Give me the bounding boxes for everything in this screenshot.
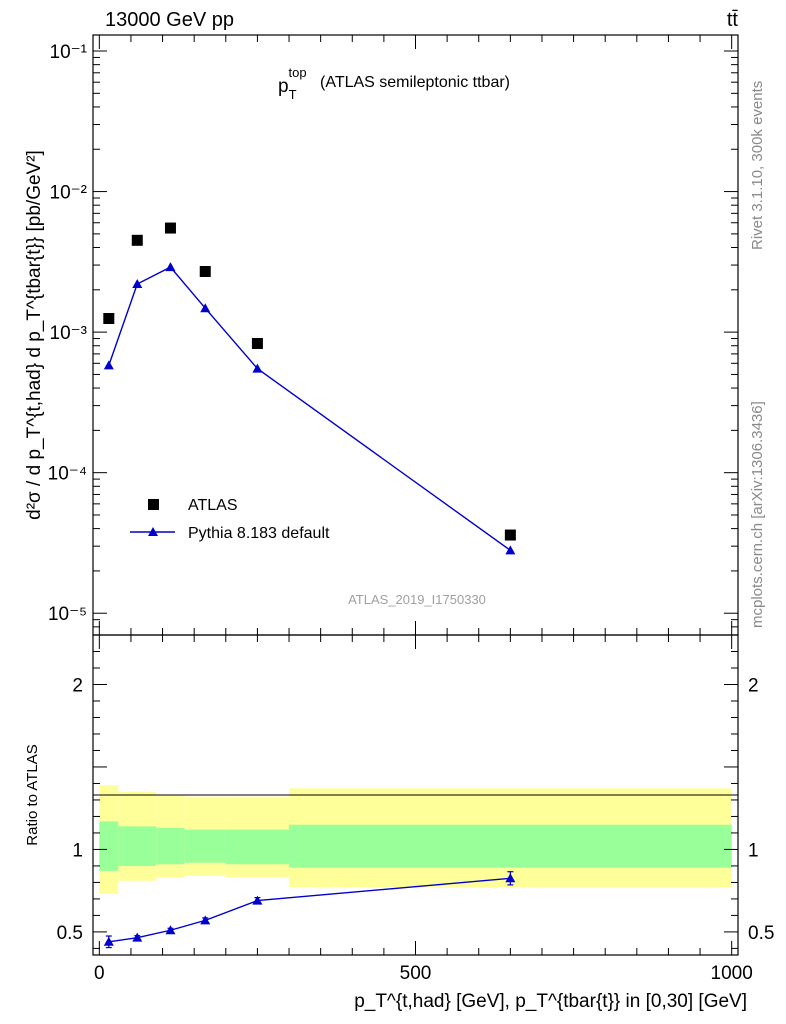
ratio-y-tick-label-right: 1 <box>748 840 759 861</box>
ratio-y-tick-label: 1 <box>72 840 83 861</box>
plot-title-text: (ATLAS semileptonic ttbar) <box>320 74 510 91</box>
rivet-version-label: Rivet 3.1.10, 300k events <box>749 81 766 250</box>
atlas-point <box>251 337 263 349</box>
plot-title-var: p <box>278 76 289 97</box>
legend-pythia-label: Pythia 8.183 default <box>188 525 330 542</box>
y-axis-label: d²σ / d p_T^{t,had} d p_T^{tbar{t}} [pb/… <box>24 150 45 520</box>
ratio-panel-frame <box>92 634 739 956</box>
mcplots-label: mcplots.cern.ch [arXiv:1306.3436] <box>749 401 766 628</box>
plot-title-var-sup: top <box>289 65 307 80</box>
energy-label: 13000 GeV pp <box>105 9 234 31</box>
upper-axis-ticks: 10⁻¹ 10⁻² 10⁻³ 10⁻⁴ 10⁻⁵ <box>48 35 738 636</box>
y-tick-label: 10⁻⁴ <box>48 464 87 485</box>
legend-pythia-marker <box>148 527 158 536</box>
lower-axis-ticks: 0 500 1000 0.5 0.5 1 1 2 2 <box>57 635 774 984</box>
ratio-y-axis-label: Ratio to ATLAS <box>24 744 41 845</box>
atlas-point <box>103 313 115 325</box>
uncertainty-bands <box>99 785 732 894</box>
green-band <box>289 824 732 868</box>
ratio-point <box>103 936 114 946</box>
green-band <box>156 827 185 865</box>
ratio-point <box>132 932 143 942</box>
x-tick-label: 0 <box>94 963 105 984</box>
ratio-y-tick-label: 2 <box>72 675 83 696</box>
green-band <box>184 829 226 863</box>
ratio-y-tick-label-right: 2 <box>748 675 759 696</box>
y-tick-label: 10⁻¹ <box>50 42 88 63</box>
main-panel: 10⁻¹ 10⁻² 10⁻³ 10⁻⁴ 10⁻⁵ pTtop (ATLAS semile… <box>24 34 739 636</box>
pythia-point <box>200 303 211 313</box>
ratio-point <box>165 925 176 935</box>
pythia-point <box>252 363 263 373</box>
pythia-point <box>103 360 114 370</box>
green-band <box>225 829 290 865</box>
x-tick-label: 500 <box>400 963 432 984</box>
x-tick-label: 1000 <box>711 963 753 984</box>
y-tick-label: 10⁻⁵ <box>48 604 87 625</box>
plot-title: pTtop <box>278 65 307 102</box>
green-band <box>99 821 119 871</box>
y-tick-label: 10⁻³ <box>50 323 88 344</box>
atlas-point <box>504 529 516 541</box>
ratio-point <box>252 895 263 905</box>
ratio-y-tick-label: 0.5 <box>57 923 83 944</box>
ratio-point <box>505 873 516 883</box>
plot-title-var-sub: T <box>289 87 297 102</box>
process-label: tt̄ <box>727 9 739 31</box>
ratio-point <box>200 915 211 925</box>
main-panel-frame <box>92 34 739 636</box>
legend: ATLAS Pythia 8.183 default <box>130 497 330 542</box>
analysis-id-label: ATLAS_2019_I1750330 <box>348 592 486 607</box>
pythia-line <box>108 266 511 551</box>
legend-atlas-label: ATLAS <box>188 497 238 514</box>
pythia-point <box>132 278 143 288</box>
atlas-point <box>164 222 176 234</box>
legend-atlas-marker <box>148 499 159 510</box>
ratio-panel: 0 500 1000 0.5 0.5 1 1 2 2 Ratio to ATLAS p_T^{t… <box>24 634 774 1012</box>
atlas-point <box>199 265 211 277</box>
y-tick-label: 10⁻² <box>50 183 88 204</box>
ratio-line <box>108 877 511 943</box>
x-axis-label: p_T^{t,had} [GeV], p_T^{tbar{t}} in [0,3… <box>354 991 747 1012</box>
pythia-point <box>505 545 516 555</box>
ratio-y-tick-label-right: 0.5 <box>748 923 774 944</box>
atlas-point <box>131 234 143 246</box>
green-band <box>118 826 157 866</box>
pythia-point <box>165 262 176 272</box>
